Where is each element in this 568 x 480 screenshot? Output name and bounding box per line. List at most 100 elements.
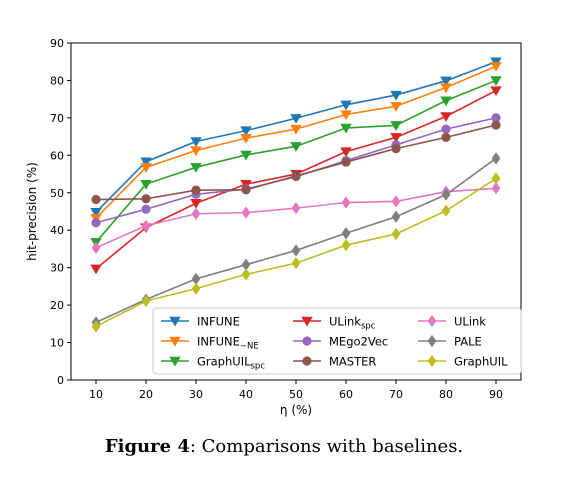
legend-label: MEgo2Vec [329,335,388,349]
x-tick-label: 30 [189,388,203,401]
caption-text: : Comparisons with baselines. [189,436,464,457]
figure-caption: Figure 4: Comparisons with baselines. [0,436,568,457]
legend-marker [427,314,437,328]
data-point [341,157,351,167]
x-tick-label: 60 [339,388,353,401]
legend-item: INFUNE [161,315,240,329]
y-axis-label: hit-precision (%) [25,162,39,261]
data-point [391,210,401,223]
legend-item: ULinkspc [293,315,376,332]
x-tick-label: 50 [289,388,303,401]
series-line [95,60,497,213]
data-point [140,179,152,190]
data-point [491,120,501,130]
data-point [391,195,401,208]
x-tick-label: 70 [389,388,403,401]
data-point [440,96,452,107]
data-point [391,227,401,241]
data-point [290,114,302,124]
x-tick-label: 40 [239,388,253,401]
y-tick-label: 40 [50,224,64,237]
data-point [91,218,101,228]
data-point [340,123,352,134]
legend-item: INFUNE−NE [161,335,259,352]
data-point [190,137,202,148]
data-point [291,257,301,270]
data-point [191,207,201,220]
data-point [290,142,302,152]
legend-label: GraphUILspc [197,355,265,372]
data-point [490,76,502,86]
data-point [90,264,102,275]
legend-label: INFUNE [197,315,240,329]
series-line [95,124,497,201]
data-point [241,268,251,281]
data-point [90,208,102,218]
series-1 [90,62,502,224]
legend-label: INFUNE−NE [197,335,259,352]
data-point [490,62,502,72]
data-point [491,172,501,185]
data-point [390,133,402,143]
legend-label: PALE [454,335,482,349]
data-point [341,239,351,252]
data-point [441,132,451,142]
data-point [440,83,452,94]
legend-item: MASTER [293,355,376,369]
data-point [190,146,202,156]
series-6 [91,182,501,254]
legend-marker [302,356,312,366]
data-point [491,182,501,195]
data-point [441,188,451,201]
caption-label: Figure 4 [104,436,190,457]
x-tick-label: 10 [89,388,103,401]
series-5 [91,120,501,205]
legend-marker [169,336,181,347]
legend-marker [427,334,437,348]
data-point [240,133,252,144]
data-point [341,196,351,209]
data-point [491,152,501,165]
y-tick-label: 20 [50,299,64,312]
data-point [141,194,151,204]
data-point [390,90,402,101]
y-tick-label: 0 [57,374,64,387]
legend-item: GraphUILspc [161,355,265,372]
y-tick-label: 10 [50,337,64,350]
data-point [141,219,151,232]
data-point [91,241,101,254]
data-point [241,185,251,195]
legend-label: ULink [454,315,486,329]
y-tick-label: 60 [50,149,64,162]
data-point [291,202,301,215]
data-point [240,150,252,161]
data-point [190,163,202,173]
data-point [140,163,152,173]
legend-marker [301,316,313,327]
data-point [191,185,201,195]
data-point [490,86,502,97]
data-point [141,204,151,214]
legend-marker [427,354,437,368]
x-axis-label: η (%) [280,403,312,417]
data-point [91,320,101,333]
data-point [91,194,101,205]
data-point [341,227,351,240]
x-tick-label: 20 [139,388,153,401]
legend-marker [169,356,181,367]
legend-item: MEgo2Vec [293,335,388,349]
series-line [95,79,497,243]
data-point [390,121,402,131]
series-2 [90,76,502,248]
data-point [340,110,352,121]
legend-marker [302,336,312,346]
legend-item: ULink [418,315,486,329]
y-tick-label: 90 [50,37,64,50]
legend-label: ULinkspc [329,315,376,332]
data-point [440,76,452,87]
data-point [441,204,451,217]
data-point [190,199,202,209]
data-point [191,282,201,295]
